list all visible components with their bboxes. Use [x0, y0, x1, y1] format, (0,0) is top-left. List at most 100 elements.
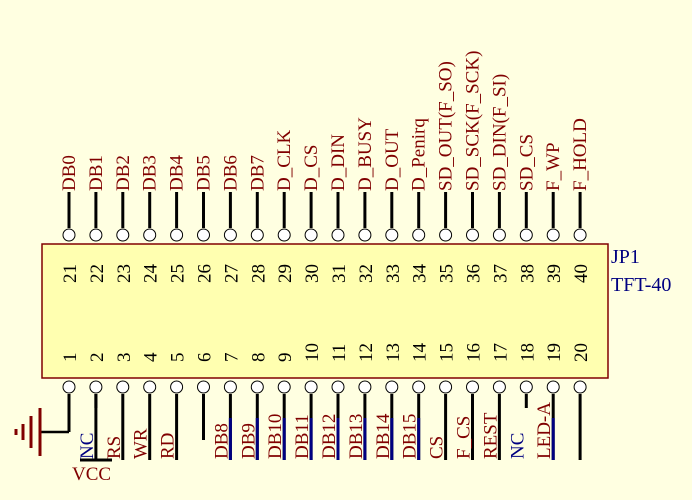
pin-end-circle	[143, 228, 157, 242]
pin-number: 34	[410, 264, 431, 284]
pin-label: DB10	[265, 414, 286, 459]
pin-14[interactable]: 14 DB15	[400, 343, 431, 461]
pin-label: NC	[507, 433, 528, 459]
pin-number: 40	[571, 264, 592, 283]
pin-18[interactable]: 18 NC	[507, 343, 538, 459]
pin-end-circle	[466, 228, 479, 242]
component-part-name: TFT-40	[611, 274, 671, 296]
pin-26[interactable]: 26 DB5	[194, 155, 216, 283]
pin-end-circle	[331, 228, 345, 242]
pin-label: SD_SCK(F_SCK)	[463, 51, 484, 191]
pin-label: REST	[480, 412, 501, 459]
pin-9[interactable]: 9 DB10	[265, 353, 296, 461]
pin-end-circle	[277, 228, 291, 242]
pin-35[interactable]: 35 SD_OUT(F_SO)	[436, 61, 458, 283]
pin-label: DB9	[238, 423, 259, 459]
pin-36[interactable]: 36 SD_SCK(F_SCK)	[463, 51, 485, 283]
pin-number: 26	[195, 264, 216, 283]
pin-label: RD	[158, 433, 179, 459]
pin-22[interactable]: 22 DB1	[86, 155, 108, 283]
pin-15[interactable]: 15 CS	[427, 343, 458, 460]
pin-end-circle	[546, 228, 560, 242]
pin-label: DB2	[113, 155, 134, 191]
pin-number: 4	[141, 352, 162, 362]
pin-32[interactable]: 32 D_BUSY	[355, 117, 377, 283]
pin-number: 30	[302, 264, 323, 283]
pin-28[interactable]: 28 DB7	[247, 155, 269, 283]
pin-20[interactable]: 20	[571, 343, 592, 460]
pin-31[interactable]: 31 D_DIN	[328, 134, 350, 283]
pin-16[interactable]: 16 F_CS	[454, 343, 485, 460]
pin-end-circle	[223, 380, 237, 394]
pin-number: 37	[490, 264, 511, 283]
pin-end-circle	[250, 380, 264, 394]
pin-label: DB14	[373, 413, 394, 459]
pin-label: F_HOLD	[570, 118, 591, 191]
pin-label: DB11	[292, 414, 313, 459]
pin-number: 12	[356, 343, 377, 362]
pin-11[interactable]: 11 DB12	[319, 344, 350, 460]
connector-body[interactable]	[41, 243, 609, 379]
pin-39[interactable]: 39 F_WP	[543, 142, 565, 283]
pin-end-circle	[250, 228, 264, 242]
pin-24[interactable]: 24 DB3	[140, 155, 162, 283]
pin-5[interactable]: 5 RD	[158, 353, 189, 461]
pin-12[interactable]: 12 DB13	[346, 343, 377, 460]
pin-end-circle	[412, 228, 426, 242]
pin-19[interactable]: 19 LED-A	[534, 343, 565, 460]
pin-40[interactable]: 40 F_HOLD	[570, 118, 592, 283]
pin-25[interactable]: 25 DB4	[167, 155, 189, 283]
pin-end-circle	[223, 228, 237, 242]
pin-end-circle	[89, 380, 103, 394]
pin-38[interactable]: 38 SD_CS	[516, 134, 538, 283]
ground-icon	[14, 408, 69, 456]
pin-number: 31	[329, 264, 350, 283]
pin-number: 1	[60, 353, 81, 363]
pin-end-circle	[358, 228, 372, 242]
pin-2[interactable]: 2 NC	[77, 353, 108, 460]
pin-10[interactable]: 10 DB11	[292, 343, 323, 460]
pin-end-circle	[277, 380, 291, 394]
pin-end-circle	[573, 380, 587, 394]
pin-3[interactable]: 3 RS	[104, 353, 135, 461]
pin-23[interactable]: 23 DB2	[113, 155, 135, 283]
pin-end-circle	[170, 228, 184, 242]
pin-end-circle	[116, 380, 130, 394]
pin-number: 21	[60, 264, 81, 283]
pin-label: DB4	[167, 155, 188, 191]
pin-end-circle	[197, 380, 210, 394]
pin-number: 27	[221, 264, 242, 283]
vcc-label: VCC	[72, 464, 111, 485]
pin-number: 2	[87, 353, 108, 363]
pin-29[interactable]: 29 D_CLK	[274, 130, 296, 284]
pin-end-circle	[439, 228, 453, 242]
pin-label: SD_OUT(F_SO)	[436, 61, 457, 191]
pin-21[interactable]: 21 DB0	[59, 155, 81, 283]
pin-8[interactable]: 8 DB9	[238, 353, 269, 461]
pin-number: 8	[248, 353, 269, 363]
pin-27[interactable]: 27 DB6	[220, 155, 242, 283]
pin-1[interactable]: 1	[60, 353, 81, 433]
component-designator: JP1	[611, 246, 640, 268]
pin-label: DB13	[346, 414, 367, 459]
pin-label: DB12	[319, 414, 340, 459]
pin-33[interactable]: 33 D_OUT	[382, 128, 404, 283]
pin-7[interactable]: 7 DB8	[211, 353, 242, 461]
pin-17[interactable]: 17 REST	[480, 343, 511, 460]
pin-34[interactable]: 34 D_Penirq	[409, 118, 431, 283]
pin-30[interactable]: 30 D_CS	[301, 145, 323, 283]
pin-13[interactable]: 13 DB14	[373, 343, 404, 460]
pin-label: DB5	[194, 155, 215, 191]
pin-37[interactable]: 37 SD_DIN(F_SI)	[489, 74, 511, 283]
pin-label: D_OUT	[382, 128, 403, 191]
pin-number: 18	[517, 343, 538, 362]
pin-6[interactable]: 6	[195, 353, 216, 394]
pin-4[interactable]: 4 WR	[131, 352, 162, 460]
pin-label: DB3	[140, 155, 161, 191]
pin-label: WR	[131, 428, 152, 459]
pin-end-circle	[358, 380, 372, 394]
pin-end-circle	[170, 380, 184, 394]
pin-number: 35	[437, 264, 458, 283]
